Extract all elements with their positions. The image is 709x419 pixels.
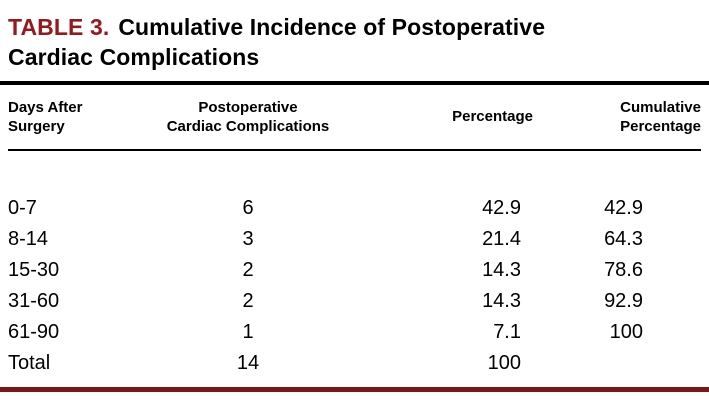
- table-cell: 14.3: [482, 289, 521, 312]
- table-row: 0-7 6 42.9 42.9: [8, 150, 701, 224]
- table-cell: 42.9: [482, 196, 521, 219]
- table-row: 61-90 1 7.1 100: [8, 317, 701, 348]
- table-cell: 31-60: [8, 289, 60, 312]
- bottom-rule: [0, 386, 709, 392]
- col-header-percentage: Percentage: [368, 84, 533, 151]
- table-cell: 1: [242, 320, 254, 343]
- table-cell: 8-14: [8, 227, 49, 250]
- table-cell: 3: [242, 227, 254, 250]
- table-title: TABLE 3. Cumulative Incidence of Postoper…: [0, 0, 636, 81]
- table-row: 8-14 3 21.4 64.3: [8, 224, 701, 255]
- col-header-days-after-surgery: Days After Surgery: [8, 84, 128, 151]
- table-row-total: Total 14 100: [8, 348, 701, 379]
- table-cell: 100: [487, 351, 521, 374]
- table-cell: 6: [242, 196, 254, 219]
- table-cell: 15-30: [8, 258, 60, 281]
- header-row: Days After Surgery Postoperative Cardiac…: [8, 84, 701, 151]
- table-cell: 92.9: [604, 289, 643, 312]
- table-caption: Cumulative Incidence of Postoperative Ca…: [8, 14, 546, 71]
- table-cell: 61-90: [8, 320, 60, 343]
- table-cell: 14.3: [482, 258, 521, 281]
- table-cell: 2: [242, 289, 254, 312]
- table-cell: 0-7: [8, 196, 37, 219]
- table-cell: 42.9: [604, 196, 643, 219]
- table-cell: 21.4: [482, 227, 521, 250]
- col-header-postoperative-cardiac-complications: Postoperative Cardiac Complications: [128, 84, 368, 151]
- table-cell: 2: [242, 258, 254, 281]
- table-cell: 7.1: [493, 320, 521, 343]
- table-row: 15-30 2 14.3 78.6: [8, 255, 701, 286]
- col-header-cumulative-percentage: Cumulative Percentage: [533, 84, 701, 151]
- table-cell: 64.3: [604, 227, 643, 250]
- table-cell: 78.6: [604, 258, 643, 281]
- table-number: TABLE 3.: [8, 14, 110, 40]
- incidence-table: Days After Surgery Postoperative Cardiac…: [8, 84, 701, 379]
- table-cell: [533, 348, 701, 379]
- table-row: 31-60 2 14.3 92.9: [8, 286, 701, 317]
- table-cell: 14: [236, 351, 260, 374]
- table-cell: Total: [8, 351, 51, 374]
- top-rule: [0, 80, 709, 85]
- table-cell: 100: [609, 320, 643, 343]
